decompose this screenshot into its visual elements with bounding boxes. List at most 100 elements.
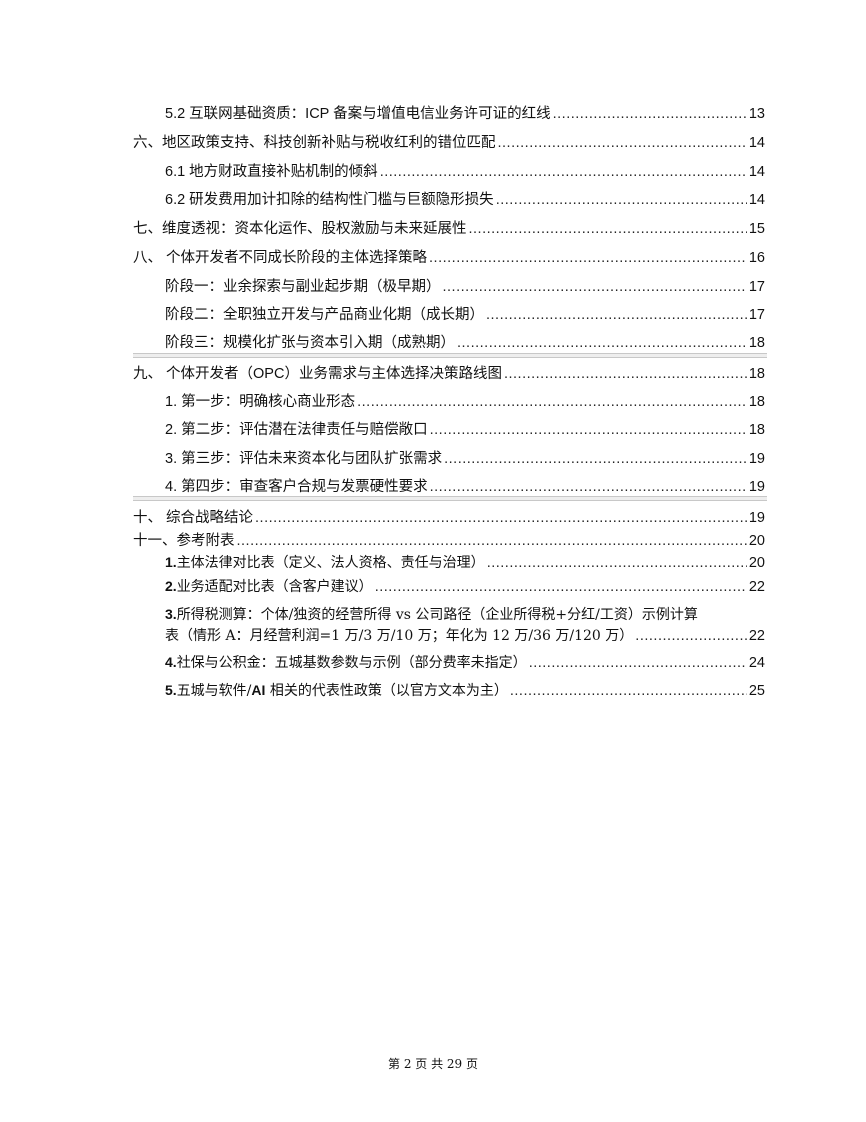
toc-entry-text: 七、维度透视：资本化运作、股权激励与未来延展性 — [133, 221, 467, 237]
toc-page-number[interactable]: 25 — [748, 683, 765, 699]
toc-entry-title[interactable]: 六、地区政策支持、科技创新补贴与税收红利的错位匹配 — [133, 132, 496, 154]
toc-entry-content[interactable]: 4. 第四步：审查客户合规与发票硬性要求 19 — [165, 476, 765, 498]
toc-entry-content[interactable]: 3.所得税测算：个体/独资的经营所得 vs 公司路径（企业所得税+分红/工资）示… — [165, 603, 765, 626]
toc-entry-content[interactable]: 6.2 研发费用加计扣除的结构性门槛与巨额隐形损失 14 — [165, 189, 765, 211]
toc-entry-title[interactable]: 十一、参考附表 — [133, 530, 235, 552]
toc-entry-title[interactable]: 阶段三：规模化扩张与资本引入期（成熟期） — [165, 332, 455, 354]
toc-entry-content[interactable]: 八、 个体开发者不同成长阶段的主体选择策略 16 — [133, 247, 765, 269]
toc-entry-title[interactable]: 七、维度透视：资本化运作、股权激励与未来延展性 — [133, 218, 467, 240]
toc-page-number[interactable]: 18 — [748, 366, 765, 382]
toc-page-number[interactable]: 14 — [748, 192, 765, 208]
toc-page-number[interactable]: 20 — [748, 533, 765, 549]
toc-entry[interactable]: 阶段一：业余探索与副业起步期（极早期） 17 — [0, 276, 866, 298]
toc-entry-content[interactable]: 阶段一：业余探索与副业起步期（极早期） 17 — [165, 276, 765, 298]
toc-entry-content[interactable]: 5.五城与软件/AI 相关的代表性政策（以官方文本为主） 25 — [165, 679, 765, 702]
toc-entry-content[interactable]: 3. 第三步：评估未来资本化与团队扩张需求 19 — [165, 448, 765, 470]
toc-entry[interactable]: 2. 第二步：评估潜在法律责任与赔偿敞口 18 — [0, 419, 866, 441]
toc-page-number[interactable]: 20 — [748, 555, 765, 571]
toc-entry[interactable]: 阶段二：全职独立开发与产品商业化期（成长期） 17 — [0, 304, 866, 326]
toc-entry[interactable]: 2.业务适配对比表（含客户建议） 22 — [0, 575, 866, 597]
toc-entry[interactable]: 6.1 地方财政直接补贴机制的倾斜 14 — [0, 161, 866, 183]
toc-entry[interactable]: 3.所得税测算：个体/独资的经营所得 vs 公司路径（企业所得税+分红/工资）示… — [0, 603, 866, 625]
toc-page-number[interactable]: 18 — [748, 422, 765, 438]
toc-entry-content[interactable]: 4.社保与公积金：五城基数参数与示例（部分费率未指定） 24 — [165, 651, 765, 674]
page-footer: 第 2 页 共 29 页 — [388, 1057, 478, 1071]
toc-entry-number: 3. — [165, 606, 177, 622]
toc-entry[interactable]: 6.2 研发费用加计扣除的结构性门槛与巨额隐形损失 14 — [0, 189, 866, 211]
toc-entry-text: 1. 第一步：明确核心商业形态 — [165, 394, 356, 410]
section-divider — [133, 353, 767, 358]
toc-page-number[interactable]: 14 — [748, 164, 765, 180]
toc-entry-content[interactable]: 七、维度透视：资本化运作、股权激励与未来延展性 15 — [133, 218, 765, 240]
toc-entry-content[interactable]: 阶段三：规模化扩张与资本引入期（成熟期） 18 — [165, 332, 765, 354]
toc-entry-text: 4. 第四步：审查客户合规与发票硬性要求 — [165, 479, 428, 495]
toc-entry-content[interactable]: 1.主体法律对比表（定义、法人资格、责任与治理） 20 — [165, 551, 765, 574]
toc-entry-content[interactable]: 六、地区政策支持、科技创新补贴与税收红利的错位匹配 14 — [133, 132, 765, 154]
toc-entry-title[interactable]: 阶段二：全职独立开发与产品商业化期（成长期） — [165, 304, 484, 326]
toc-page-number[interactable]: 22 — [748, 628, 765, 644]
toc-entry[interactable]: 4.社保与公积金：五城基数参数与示例（部分费率未指定） 24 — [0, 651, 866, 673]
toc-page-number[interactable]: 18 — [748, 394, 765, 410]
toc-entry-title[interactable]: 阶段一：业余探索与副业起步期（极早期） — [165, 276, 441, 298]
toc-entry[interactable]: 1.主体法律对比表（定义、法人资格、责任与治理） 20 — [0, 551, 866, 573]
toc-entry-title[interactable]: 八、 个体开发者不同成长阶段的主体选择策略 — [133, 247, 427, 269]
toc-page-number[interactable]: 16 — [748, 250, 765, 266]
toc-page-number[interactable]: 15 — [748, 221, 765, 237]
toc-entry[interactable]: 4. 第四步：审查客户合规与发票硬性要求 19 — [0, 476, 866, 498]
toc-entry-title[interactable]: 1.主体法律对比表（定义、法人资格、责任与治理） — [165, 551, 485, 574]
toc-entry[interactable]: 5.五城与软件/AI 相关的代表性政策（以官方文本为主） 25 — [0, 679, 866, 701]
toc-entry-number: 2. — [165, 578, 177, 594]
toc-entry-title[interactable]: 5.五城与软件/AI 相关的代表性政策（以官方文本为主） — [165, 679, 508, 702]
toc-page-number[interactable]: 13 — [748, 106, 765, 122]
toc-entry-content[interactable]: 2.业务适配对比表（含客户建议） 22 — [165, 575, 765, 598]
toc-entry-content[interactable]: 十、 综合战略结论 19 — [133, 507, 765, 529]
toc-entry-title[interactable]: 3. 第三步：评估未来资本化与团队扩张需求 — [165, 448, 442, 470]
toc-page-number[interactable]: 19 — [748, 510, 765, 526]
toc-page-number[interactable]: 24 — [748, 655, 765, 671]
toc-page-number[interactable]: 18 — [748, 335, 765, 351]
toc-entry[interactable]: 1. 第一步：明确核心商业形态 18 — [0, 391, 866, 413]
toc-leader-dots — [469, 218, 747, 240]
toc-entry-number: 4. — [165, 654, 177, 670]
toc-entry-title[interactable]: 5.2 互联网基础资质：ICP 备案与增值电信业务许可证的红线 — [165, 103, 551, 125]
toc-page-number[interactable]: 14 — [748, 135, 765, 151]
toc-entry-content[interactable]: 表（情形 A：月经营利润=1 万/3 万/10 万；年化为 12 万/36 万/… — [165, 625, 765, 647]
toc-entry-title[interactable]: 4. 第四步：审查客户合规与发票硬性要求 — [165, 476, 428, 498]
toc-leader-dots — [496, 189, 747, 211]
toc-entry[interactable]: 七、维度透视：资本化运作、股权激励与未来延展性 15 — [0, 218, 866, 240]
toc-entry-title[interactable]: 2.业务适配对比表（含客户建议） — [165, 575, 373, 598]
toc-entry-title[interactable]: 3.所得税测算：个体/独资的经营所得 vs 公司路径（企业所得税+分红/工资）示… — [165, 603, 698, 626]
toc-page-number[interactable]: 22 — [748, 579, 765, 595]
toc-entry-content[interactable]: 九、 个体开发者（OPC）业务需求与主体选择决策路线图 18 — [133, 363, 765, 385]
toc-entry[interactable]: 十、 综合战略结论 19 — [0, 507, 866, 529]
toc-entry[interactable]: 六、地区政策支持、科技创新补贴与税收红利的错位匹配 14 — [0, 132, 866, 154]
toc-leader-dots — [553, 103, 747, 125]
toc-page-number[interactable]: 17 — [748, 279, 765, 295]
toc-entry-content[interactable]: 1. 第一步：明确核心商业形态 18 — [165, 391, 765, 413]
toc-entry-title[interactable]: 6.2 研发费用加计扣除的结构性门槛与巨额隐形损失 — [165, 189, 494, 211]
toc-entry-title[interactable]: 2. 第二步：评估潜在法律责任与赔偿敞口 — [165, 419, 428, 441]
toc-page-number[interactable]: 19 — [748, 451, 765, 467]
toc-entry-title[interactable]: 4.社保与公积金：五城基数参数与示例（部分费率未指定） — [165, 651, 527, 674]
toc-entry[interactable]: 3. 第三步：评估未来资本化与团队扩张需求 19 — [0, 448, 866, 470]
toc-leader-dots — [510, 680, 747, 702]
toc-entry-title[interactable]: 1. 第一步：明确核心商业形态 — [165, 391, 355, 413]
toc-entry[interactable]: 阶段三：规模化扩张与资本引入期（成熟期） 18 — [0, 332, 866, 354]
toc-entry[interactable]: 八、 个体开发者不同成长阶段的主体选择策略 16 — [0, 247, 866, 269]
toc-entry-title[interactable]: 十、 综合战略结论 — [133, 507, 253, 529]
toc-entry-continuation[interactable]: 表（情形 A：月经营利润=1 万/3 万/10 万；年化为 12 万/36 万/… — [0, 625, 866, 647]
toc-entry-title[interactable]: 九、 个体开发者（OPC）业务需求与主体选择决策路线图 — [133, 363, 502, 385]
toc-entry-text: 阶段二：全职独立开发与产品商业化期（成长期） — [165, 307, 484, 323]
toc-entry-title[interactable]: 6.1 地方财政直接补贴机制的倾斜 — [165, 161, 378, 183]
toc-entry-content[interactable]: 6.1 地方财政直接补贴机制的倾斜 14 — [165, 161, 765, 183]
toc-entry-text: 业务适配对比表（含客户建议） — [176, 579, 373, 595]
toc-entry[interactable]: 九、 个体开发者（OPC）业务需求与主体选择决策路线图 18 — [0, 363, 866, 385]
toc-entry-content[interactable]: 阶段二：全职独立开发与产品商业化期（成长期） 17 — [165, 304, 765, 326]
toc-entry-content[interactable]: 5.2 互联网基础资质：ICP 备案与增值电信业务许可证的红线 13 — [165, 103, 765, 125]
toc-entry-content[interactable]: 十一、参考附表 20 — [133, 530, 765, 552]
toc-page-number[interactable]: 17 — [748, 307, 765, 323]
toc-entry[interactable]: 5.2 互联网基础资质：ICP 备案与增值电信业务许可证的红线 13 — [0, 103, 866, 125]
toc-page-number[interactable]: 19 — [748, 479, 765, 495]
toc-entry[interactable]: 十一、参考附表 20 — [0, 530, 866, 552]
toc-entry-content[interactable]: 2. 第二步：评估潜在法律责任与赔偿敞口 18 — [165, 419, 765, 441]
